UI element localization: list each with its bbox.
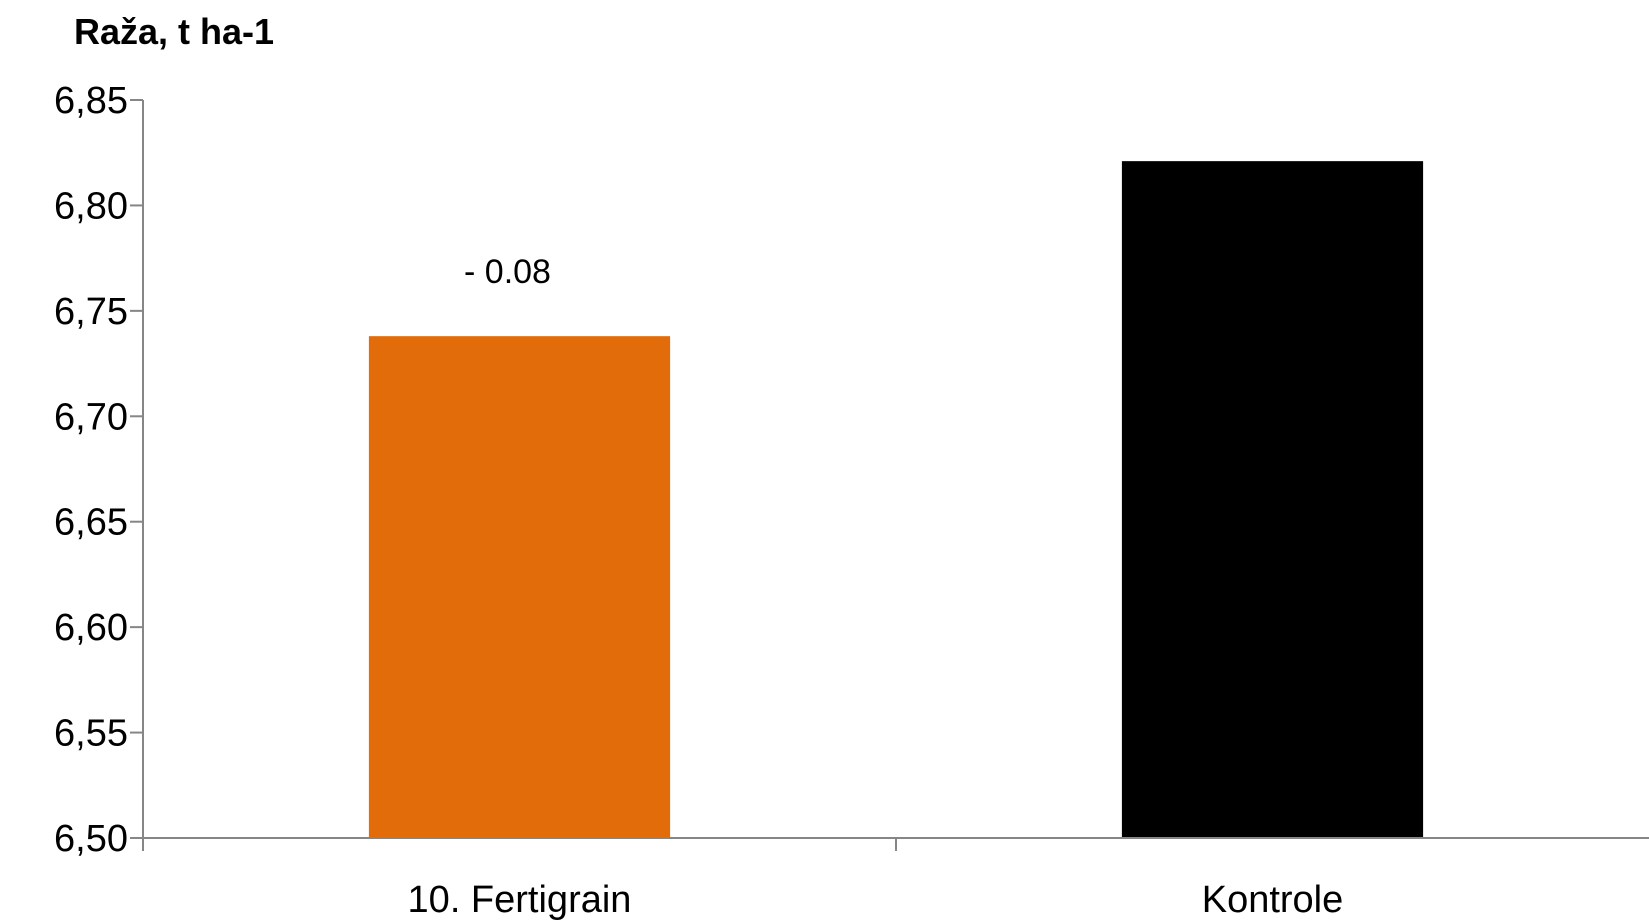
y-tick-label: 6,70 bbox=[54, 396, 128, 438]
y-tick-label: 6,55 bbox=[54, 713, 128, 755]
bar-data-label: - 0.08 bbox=[464, 253, 551, 291]
y-axis-ticks: 6,50 6,55 6,60 6,65 6,70 6,75 6,80 6,85 bbox=[54, 80, 143, 860]
bar-1 bbox=[368, 336, 671, 838]
y-tick-label: 6,80 bbox=[54, 185, 128, 227]
data-labels: - 0.08 bbox=[464, 253, 551, 291]
y-tick-label: 6,60 bbox=[54, 607, 128, 649]
y-tick-label: 6,85 bbox=[54, 80, 128, 122]
y-tick-label: 6,75 bbox=[54, 291, 128, 333]
y-tick-label: 6,65 bbox=[54, 502, 128, 544]
y-tick-label: 6,50 bbox=[54, 818, 128, 860]
x-category-label: Kontrole bbox=[1202, 879, 1344, 921]
axes bbox=[142, 100, 1649, 851]
y-axis-title: Raža, t ha-1 bbox=[74, 11, 274, 52]
bars bbox=[368, 161, 1424, 839]
bar-2 bbox=[1121, 161, 1424, 839]
x-category-label: 10. Fertigrain bbox=[408, 879, 632, 921]
x-axis-labels: 10. Fertigrain Kontrole bbox=[408, 879, 1344, 921]
